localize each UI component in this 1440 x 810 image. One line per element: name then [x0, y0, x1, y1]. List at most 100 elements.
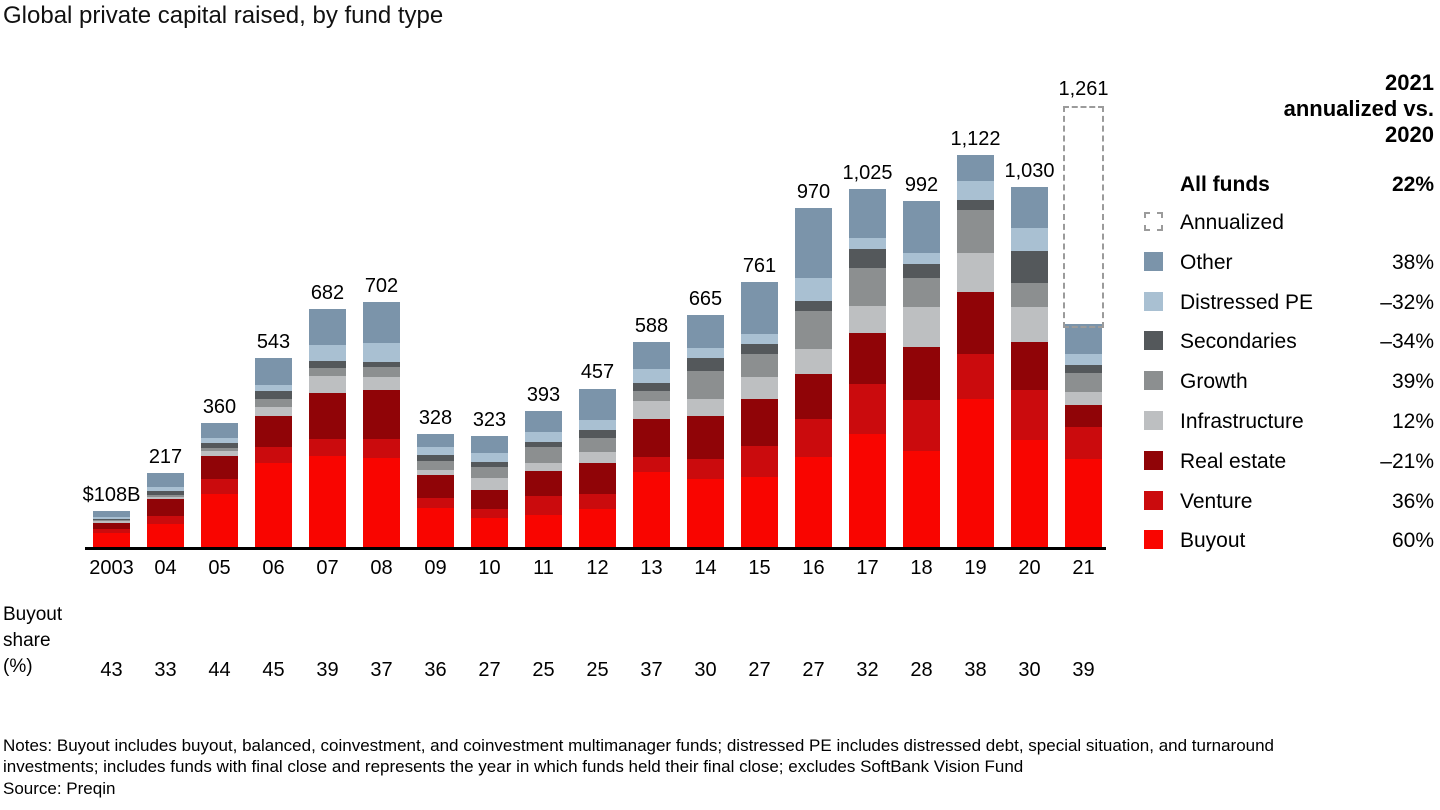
bar-14 [687, 315, 724, 549]
bar-total-label-09: 328 [418, 406, 453, 429]
buyout-share-value-05: 44 [208, 659, 231, 681]
legend-swatch-secondaries [1144, 331, 1163, 351]
buyout-share-value-10: 27 [478, 659, 501, 681]
bar-segment-infrastructure [417, 470, 454, 476]
bar-segment-other [93, 511, 130, 517]
legend-swatch-distressed-pe [1144, 291, 1163, 311]
bar-segment-infrastructure [633, 400, 670, 420]
notes-line-2: investments; includes funds with final c… [3, 757, 1024, 776]
bar-segment-infrastructure [903, 306, 940, 348]
bar-segment-distressed-pe [201, 438, 238, 444]
legend-value-infrastructure: 12% [1391, 410, 1434, 433]
bar-total-label-13: 588 [634, 315, 669, 338]
bar-total-label-07: 682 [310, 282, 345, 305]
bar-total-label-20: 1,030 [1004, 160, 1055, 183]
bar-segment-venture [309, 438, 346, 456]
bar-segment-secondaries [255, 391, 292, 400]
bar-segment-other [1011, 187, 1048, 228]
bar-total-label-14: 665 [688, 288, 723, 311]
bar-segment-growth [363, 366, 400, 377]
bar-segment-distressed-pe [1011, 227, 1048, 252]
bar-segment-venture [201, 479, 238, 494]
legend-label-buyout: Buyout [1180, 529, 1246, 553]
bar-segment-other [849, 188, 886, 238]
bar-segment-real-estate [1011, 341, 1048, 391]
plot-area: $108B 217 360 543 682 702 328 323 393 457 588 665 76… [83, 78, 1109, 549]
bar-segment-venture [795, 419, 832, 457]
bar-segment-distressed-pe [795, 278, 832, 302]
bar-segment-secondaries [1065, 364, 1102, 374]
bar-segment-buyout [849, 433, 886, 549]
bar-segment-real-estate [741, 398, 778, 447]
bar-segment-real-estate [687, 416, 724, 460]
bar-segment-growth [633, 390, 670, 401]
bar-segment-other [471, 435, 508, 454]
bar-segment-venture [363, 439, 400, 458]
buyout-share-value-07: 39 [316, 659, 339, 681]
bar-segment-growth [147, 494, 184, 498]
bar-total-label-16: 970 [796, 181, 831, 204]
buyout-share-value-06: 45 [262, 659, 285, 681]
bar-segment-infrastructure [1065, 391, 1102, 405]
bar-segment-real-estate [363, 390, 400, 440]
legend-item-secondaries: Secondaries –34% [1144, 330, 1434, 354]
bar-segment-real-estate [471, 490, 508, 509]
bar-segment-infrastructure [525, 462, 562, 472]
buyout-share-value-13: 37 [640, 659, 663, 681]
bar-segment-real-estate [525, 471, 562, 496]
legend-item-buyout: Buyout 60% [1144, 529, 1434, 553]
legend-value-all-funds: 22% [1391, 173, 1434, 196]
legend-value-secondaries: –34% [1380, 330, 1434, 354]
bar-segment-real-estate [309, 392, 346, 439]
legend-value-other: 38% [1391, 250, 1434, 274]
bar-segment-real-estate [147, 499, 184, 516]
bar-total-label-10: 323 [472, 408, 507, 431]
bar-18 [903, 200, 940, 549]
source-line: Source: Preqin [3, 779, 116, 798]
bar-segment-other [525, 411, 562, 432]
bar-segment-distressed-pe [255, 385, 292, 392]
buyout-share-value-12: 25 [586, 659, 609, 681]
bar-20 [1011, 187, 1048, 549]
bar-segment-venture [633, 456, 670, 473]
legend-item-distressed-pe: Distressed PE –32% [1144, 291, 1434, 315]
legend-label-real-estate: Real estate [1180, 449, 1287, 473]
bar-segment-distressed-pe [147, 486, 184, 492]
bar-segment-growth [741, 353, 778, 377]
x-axis-label-07: 07 [316, 557, 339, 579]
buyout-share-value-08: 37 [370, 659, 393, 681]
legend-swatch-infrastructure [1144, 411, 1163, 430]
bar-segment-venture [957, 354, 994, 400]
bar-16 [795, 208, 832, 549]
bar-17 [849, 188, 886, 549]
bar-segment-infrastructure [147, 497, 184, 500]
legend-swatch-real-estate [1144, 450, 1163, 470]
bar-segment-secondaries [363, 361, 400, 367]
bar-segment-infrastructure [741, 376, 778, 399]
bar-08 [363, 302, 400, 549]
bar-segment-infrastructure [687, 398, 724, 417]
bar-segment-growth [795, 311, 832, 350]
bar-segment-venture [255, 447, 292, 464]
bar-segment-growth [957, 210, 994, 254]
buyout-share-value-04: 33 [154, 659, 177, 681]
bar-segment-other [363, 302, 400, 343]
buyout-share-value-2003: 43 [100, 659, 123, 681]
bar-total-label-17: 1,025 [842, 161, 893, 184]
bar-segment-other [795, 208, 832, 279]
x-axis-label-09: 09 [424, 557, 447, 579]
bar-segment-buyout [687, 478, 724, 549]
bar-segment-distressed-pe [957, 180, 994, 200]
bar-segment-buyout [417, 507, 454, 549]
bar-segment-real-estate [579, 462, 616, 494]
bar-segment-distressed-pe [579, 420, 616, 431]
bar-segment-infrastructure [1011, 306, 1048, 342]
bar-segment-venture [903, 399, 940, 452]
bar-segment-other [957, 154, 994, 181]
legend-header: 2021 annualized vs. 2020 [1283, 70, 1434, 147]
bar-segment-growth [93, 519, 130, 522]
bar-segment-secondaries [795, 301, 832, 312]
buyout-share-value-16: 27 [802, 659, 825, 681]
bar-segment-distressed-pe [417, 446, 454, 455]
bar-segment-growth [471, 467, 508, 478]
